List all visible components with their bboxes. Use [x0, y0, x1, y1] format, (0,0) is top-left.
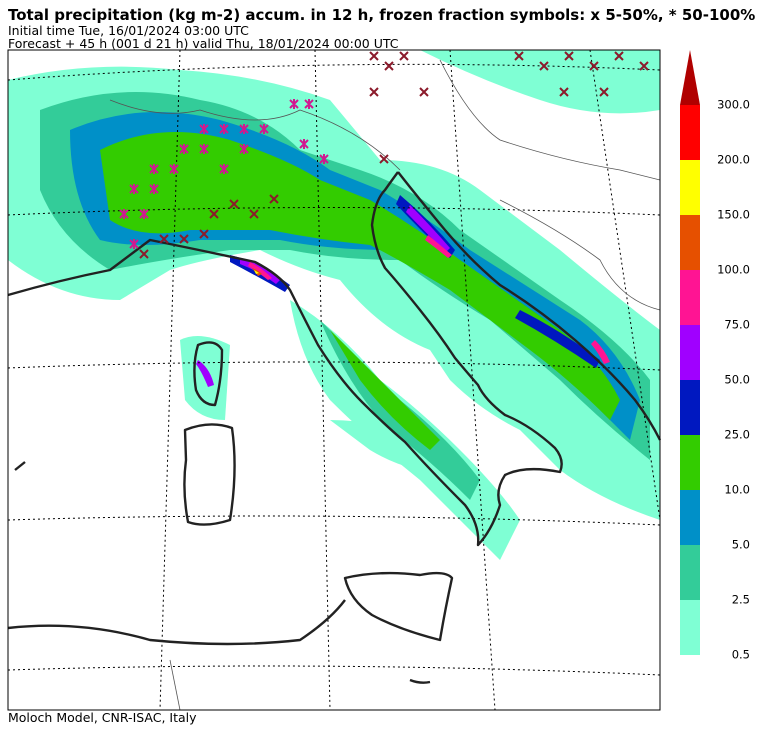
- colorbar-segment: [680, 380, 700, 435]
- forecast-time: Forecast + 45 h (001 d 21 h) valid Thu, …: [8, 36, 399, 51]
- title: Total precipitation (kg m-2) accum. in 1…: [8, 6, 756, 24]
- colorbar-segment: [680, 325, 700, 380]
- colorbar-label: 150.0: [717, 208, 750, 222]
- colorbar-label: 2.5: [732, 593, 750, 607]
- coastlines: [7, 171, 662, 684]
- colorbar: 0.5 2.5 5.0 10.0 25.0 50.0 75.0 100.0 150.0 200.0…: [680, 50, 750, 662]
- frozen-symbols: [119, 51, 649, 259]
- colorbar-segment: [680, 160, 700, 215]
- map: [7, 49, 662, 711]
- colorbar-label: 50.0: [724, 373, 750, 387]
- colorbar-segment: [680, 490, 700, 545]
- colorbar-label: 0.5: [732, 648, 750, 662]
- graticule: [7, 49, 661, 711]
- colorbar-label: 100.0: [717, 263, 750, 277]
- colorbar-label: 5.0: [732, 538, 750, 552]
- colorbar-label: 25.0: [724, 428, 750, 442]
- colorbar-segment: [680, 105, 700, 160]
- colorbar-segment: [680, 435, 700, 490]
- colorbar-extend: [680, 50, 700, 105]
- colorbar-segment: [680, 270, 700, 325]
- footer: Moloch Model, CNR-ISAC, Italy: [8, 710, 197, 725]
- colorbar-segment: [680, 600, 700, 655]
- colorbar-label: 10.0: [724, 483, 750, 497]
- colorbar-segment: [680, 545, 700, 600]
- colorbar-label: 75.0: [724, 318, 750, 332]
- initial-time: Initial time Tue, 16/01/2024 03:00 UTC: [8, 23, 249, 38]
- colorbar-label: 200.0: [717, 153, 750, 167]
- colorbar-segment: [680, 215, 700, 270]
- colorbar-label: 300.0: [717, 98, 750, 112]
- borders: [109, 59, 661, 711]
